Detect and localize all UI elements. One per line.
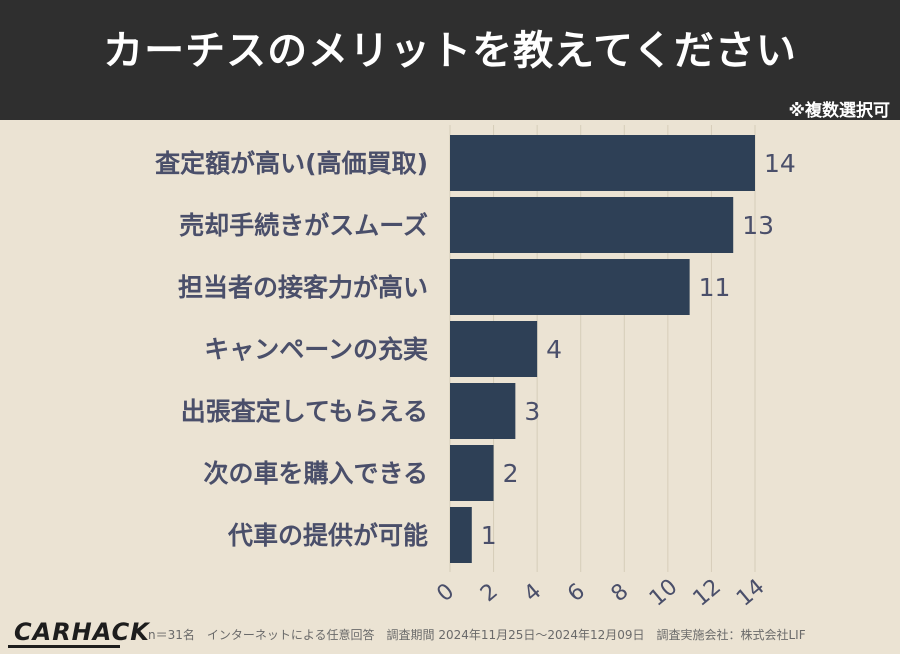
- value-label-5: 2: [503, 459, 519, 488]
- x-tick-label-12: 12: [688, 574, 726, 611]
- x-tick-label-10: 10: [645, 574, 683, 611]
- value-label-6: 1: [481, 521, 497, 550]
- x-tick-label-0: 0: [432, 579, 459, 607]
- bar-2: [450, 259, 690, 315]
- bar-4: [450, 383, 516, 439]
- multiple-choice-note: ※複数選択可: [788, 101, 890, 121]
- category-label-5: 次の車を購入できる: [203, 459, 428, 488]
- logo-underline: [8, 645, 120, 648]
- carhack-logo: CARHACK: [14, 618, 150, 646]
- category-label-1: 売却手続きがスムーズ: [179, 211, 428, 240]
- value-label-4: 3: [524, 397, 540, 426]
- category-label-3: キャンペーンの充実: [204, 335, 428, 364]
- x-tick-label-6: 6: [563, 579, 590, 607]
- category-label-6: 代車の提供が可能: [227, 521, 428, 550]
- bar-0: [450, 135, 755, 191]
- bar-5: [450, 445, 494, 501]
- header-bar: カーチスのメリットを教えてください: [0, 0, 900, 93]
- category-label-0: 査定額が高い(高価買取): [155, 149, 428, 178]
- x-tick-label-8: 8: [607, 579, 634, 607]
- x-tick-label-14: 14: [732, 574, 770, 611]
- survey-footnote: n＝31名 インターネットによる任意回答 調査期間 2024年11月25日〜20…: [148, 628, 806, 642]
- x-tick-label-4: 4: [520, 579, 547, 607]
- bar-3: [450, 321, 538, 377]
- value-label-0: 14: [764, 149, 796, 178]
- value-label-3: 4: [546, 335, 562, 364]
- page-title: カーチスのメリットを教えてください: [103, 27, 797, 74]
- category-label-4: 出張査定してもらえる: [181, 397, 428, 426]
- subheader-bar: [0, 93, 900, 120]
- value-label-2: 11: [699, 273, 731, 302]
- category-label-2: 担当者の接客力が高い: [178, 273, 428, 302]
- value-label-1: 13: [742, 211, 774, 240]
- x-tick-label-2: 2: [476, 579, 503, 607]
- bar-1: [450, 197, 734, 253]
- footer: CARHACK n＝31名 インターネットによる任意回答 調査期間 2024年1…: [0, 614, 900, 654]
- bar-6: [450, 507, 472, 563]
